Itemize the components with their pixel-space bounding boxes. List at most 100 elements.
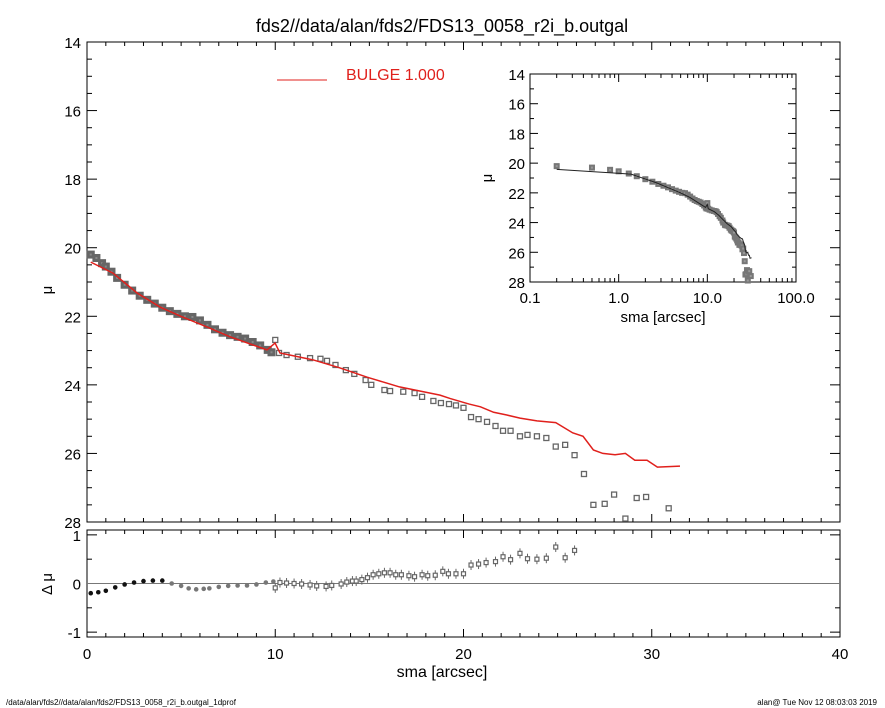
residual-point — [475, 561, 482, 567]
residual-point — [387, 570, 393, 576]
data-point — [452, 402, 460, 409]
residual-point — [353, 578, 359, 584]
residual-point — [406, 573, 412, 579]
residual-point — [169, 581, 175, 586]
residual-point — [131, 580, 137, 585]
chart-title: fds2//data/alan/fds2/FDS13_0058_r2i_b.ou… — [256, 16, 628, 37]
residual-point — [299, 581, 305, 587]
inset-data-point — [744, 277, 751, 284]
data-point — [633, 494, 640, 502]
residual-point — [329, 582, 335, 589]
residual-point — [517, 550, 523, 556]
data-point — [368, 381, 375, 389]
residual-point — [562, 555, 568, 561]
inset-data-point — [588, 164, 595, 171]
residual-point — [103, 588, 109, 594]
residual-point — [225, 583, 231, 589]
residual-point — [186, 586, 191, 591]
residual-point — [112, 585, 118, 590]
data-point — [445, 400, 453, 408]
data-point — [622, 515, 629, 522]
residual-point — [468, 562, 474, 568]
data-point — [524, 431, 531, 439]
residual-point — [235, 583, 240, 588]
x-tick-label: 0 — [83, 646, 91, 663]
model-line — [90, 261, 681, 468]
inset-y-tick-label: 26 — [508, 245, 525, 262]
x-tick-label: 10 — [267, 646, 284, 663]
y-axis-label: μ — [39, 286, 56, 295]
inset-y-label: μ — [479, 174, 496, 183]
residual-point — [460, 571, 467, 577]
data-point — [467, 413, 475, 421]
inset-data-point — [615, 168, 622, 175]
residual-point — [364, 575, 371, 581]
inset-x-tick-label: 0.1 — [520, 290, 541, 307]
residual-point — [95, 589, 101, 595]
resid-tick-label: 1 — [73, 528, 81, 545]
data-point — [571, 451, 578, 459]
y-tick-label: 26 — [64, 446, 81, 463]
residual-point — [314, 583, 320, 589]
y-tick-label: 22 — [64, 309, 81, 326]
data-point — [317, 355, 324, 362]
residual-point — [150, 578, 156, 583]
inset-frame — [529, 73, 797, 283]
residual-point — [122, 582, 127, 587]
residual-point — [244, 583, 250, 588]
data-point — [411, 389, 418, 397]
residual-point — [393, 572, 399, 578]
residual-point — [425, 573, 431, 579]
data-point — [475, 415, 482, 423]
inset-y-tick-label: 18 — [508, 126, 525, 143]
residual-point — [571, 547, 578, 554]
inset-y-tick-label: 20 — [508, 156, 525, 173]
inset-x-tick-label: 10.0 — [693, 290, 722, 307]
residual-point — [453, 571, 459, 577]
inset-x-tick-label: 100.0 — [777, 290, 815, 307]
data-point — [92, 254, 101, 262]
inset-y-tick-label: 14 — [508, 67, 525, 84]
data-point — [386, 387, 394, 395]
residual-point — [178, 583, 184, 589]
residual-point — [216, 584, 222, 590]
residual-point — [445, 571, 452, 577]
data-point — [188, 312, 197, 321]
data-point — [492, 422, 499, 430]
data-point — [241, 334, 250, 343]
residual-point — [534, 556, 540, 562]
residual-point — [207, 586, 212, 591]
footer-timestamp: alan@ Tue Nov 12 08:03:03 2019 — [757, 698, 877, 707]
data-point — [400, 388, 407, 395]
residual-point — [291, 580, 297, 587]
residual-point — [271, 579, 276, 584]
data-point — [543, 434, 550, 442]
data-point — [272, 336, 279, 344]
residual-point — [88, 590, 94, 596]
data-point — [332, 361, 339, 369]
data-point — [381, 386, 388, 394]
data-point — [601, 500, 608, 507]
residual-point — [370, 572, 376, 578]
inset-data-point — [746, 268, 753, 275]
data-point — [499, 427, 507, 434]
residual-point — [524, 556, 531, 562]
residual-point — [359, 577, 365, 583]
residual-point — [398, 572, 404, 578]
inset-data-point — [741, 258, 748, 265]
residual-point — [376, 571, 382, 577]
residual-point — [277, 579, 283, 586]
y-tick-label: 20 — [64, 241, 81, 258]
residual-point — [160, 578, 165, 583]
y-tick-label: 18 — [64, 172, 81, 189]
data-point — [533, 433, 541, 440]
x-tick-label: 40 — [832, 646, 849, 663]
data-point — [642, 493, 650, 501]
resid-tick-label: -1 — [68, 625, 81, 642]
data-point — [195, 316, 204, 325]
residual-point — [483, 559, 489, 566]
data-point — [362, 376, 369, 384]
residual-point — [323, 583, 329, 590]
residual-point — [283, 580, 290, 586]
inset-y-tick-label: 24 — [508, 216, 525, 233]
